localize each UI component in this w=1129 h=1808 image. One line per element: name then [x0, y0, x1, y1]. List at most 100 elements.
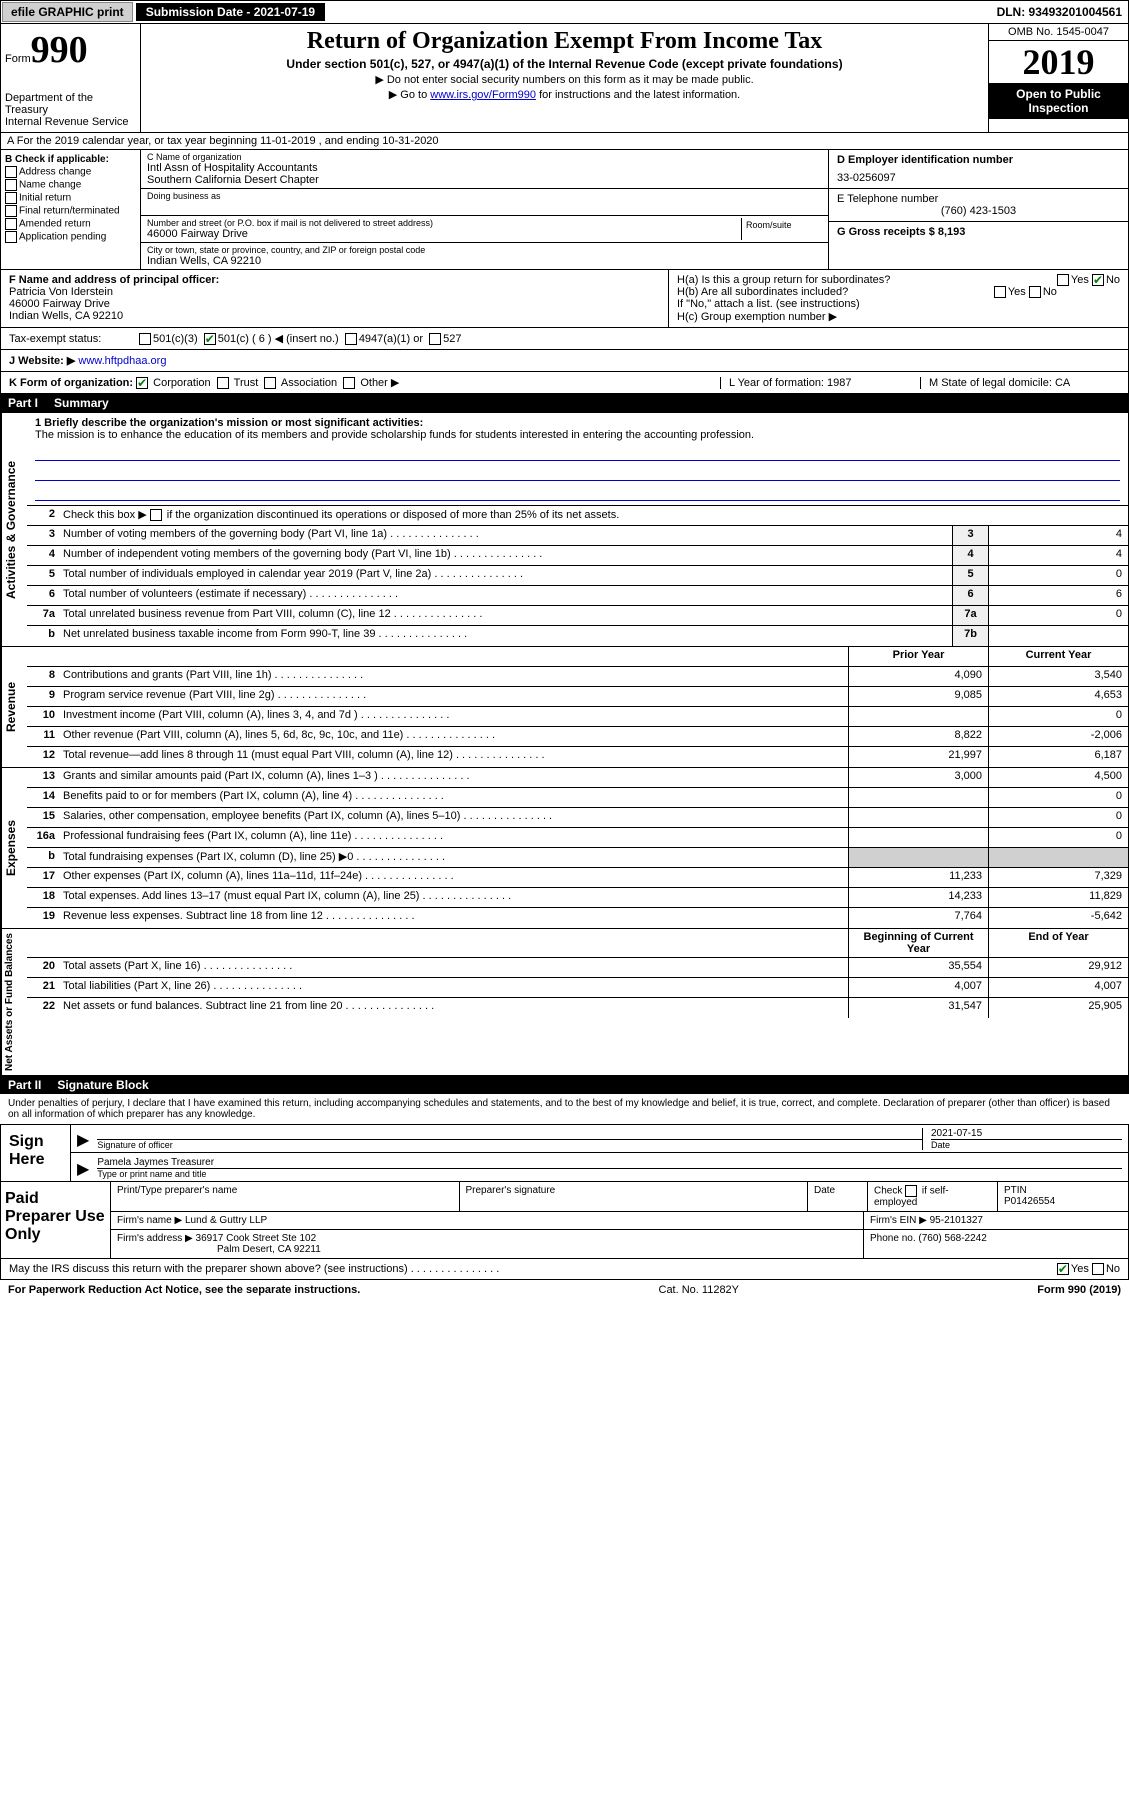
501c3-label: 501(c)(3)	[153, 333, 198, 345]
discuss-yes-label: Yes	[1071, 1263, 1089, 1275]
final-checkbox[interactable]	[5, 205, 17, 217]
perjury-declaration: Under penalties of perjury, I declare th…	[0, 1094, 1129, 1124]
form-title: Return of Organization Exempt From Incom…	[145, 28, 984, 55]
form-header: Form 990 Department of the Treasury Inte…	[0, 24, 1129, 133]
4947-checkbox[interactable]	[345, 333, 357, 345]
revenue-line: 12Total revenue—add lines 8 through 11 (…	[27, 747, 1128, 767]
note2-pre: Go to	[400, 89, 430, 101]
trust-checkbox[interactable]	[217, 377, 229, 389]
pra-notice: For Paperwork Reduction Act Notice, see …	[8, 1284, 360, 1296]
dept-label: Department of the Treasury Internal Reve…	[5, 92, 136, 128]
phone-value: (760) 568-2242	[918, 1233, 986, 1244]
corp-checkbox[interactable]	[136, 377, 148, 389]
form-number: 990	[31, 28, 88, 72]
top-bar: efile GRAPHIC print Submission Date - 20…	[0, 0, 1129, 24]
part1-title: Summary	[54, 396, 109, 410]
sign-date-label: Date	[931, 1139, 1122, 1150]
efile-button[interactable]: efile GRAPHIC print	[2, 2, 133, 22]
netasset-line: 21Total liabilities (Part X, line 26)4,0…	[27, 978, 1128, 998]
net-side-label: Net Assets or Fund Balances	[1, 929, 27, 1075]
hb-no-checkbox[interactable]	[1029, 286, 1041, 298]
expense-line: bTotal fundraising expenses (Part IX, co…	[27, 848, 1128, 868]
state-domicile: M State of legal domicile: CA	[920, 377, 1120, 389]
expense-line: 13Grants and similar amounts paid (Part …	[27, 768, 1128, 788]
officer-addr1: 46000 Fairway Drive	[9, 298, 660, 310]
preparer-label: Paid Preparer Use Only	[1, 1182, 111, 1258]
sign-arrow-icon: ▶	[77, 1130, 89, 1150]
summary-line: 3Number of voting members of the governi…	[27, 526, 1128, 546]
expense-line: 14Benefits paid to or for members (Part …	[27, 788, 1128, 808]
sig-officer-label: Signature of officer	[97, 1139, 922, 1150]
discuss-no-checkbox[interactable]	[1092, 1263, 1104, 1275]
assoc-checkbox[interactable]	[264, 377, 276, 389]
yes-label: Yes	[1071, 274, 1089, 286]
netassets-block: Net Assets or Fund Balances Beginning of…	[0, 929, 1129, 1076]
discuss-row: May the IRS discuss this return with the…	[0, 1259, 1129, 1280]
name-change-checkbox[interactable]	[5, 179, 17, 191]
sign-block: Sign Here ▶ Signature of officer 2021-07…	[0, 1124, 1129, 1182]
note2-post: for instructions and the latest informat…	[536, 89, 740, 101]
ha-no-checkbox[interactable]	[1092, 274, 1104, 286]
other-checkbox[interactable]	[343, 377, 355, 389]
note-ssn: Do not enter social security numbers on …	[145, 73, 984, 86]
submission-date: Submission Date - 2021-07-19	[136, 3, 325, 21]
expense-line: 18Total expenses. Add lines 13–17 (must …	[27, 888, 1128, 908]
hc-label: H(c) Group exemption number ▶	[677, 310, 1120, 323]
col-b: B Check if applicable: Address change Na…	[1, 150, 141, 269]
firm-ein: 95-2101327	[930, 1215, 983, 1226]
line2-a: Check this box ▶	[63, 509, 147, 521]
expense-line: 17Other expenses (Part IX, column (A), l…	[27, 868, 1128, 888]
firm-addr-label: Firm's address ▶	[117, 1233, 193, 1244]
signer-name: Pamela Jaymes Treasurer	[97, 1157, 1122, 1168]
prior-year-header: Prior Year	[848, 647, 988, 666]
note-link: ▶ Go to www.irs.gov/Form990 for instruct…	[145, 88, 984, 101]
expenses-block: Expenses 13Grants and similar amounts pa…	[0, 768, 1129, 929]
footer: For Paperwork Reduction Act Notice, see …	[0, 1280, 1129, 1300]
other-label: Other ▶	[360, 377, 399, 389]
klm-row: K Form of organization: Corporation Trus…	[0, 372, 1129, 394]
revenue-line: 11Other revenue (Part VIII, column (A), …	[27, 727, 1128, 747]
line2-b: if the organization discontinued its ope…	[167, 509, 620, 521]
527-label: 527	[443, 333, 461, 345]
col-c: C Name of organization Intl Assn of Hosp…	[141, 150, 828, 269]
discuss-yes-checkbox[interactable]	[1057, 1263, 1069, 1275]
summary-line: bNet unrelated business taxable income f…	[27, 626, 1128, 646]
hb-yes-checkbox[interactable]	[994, 286, 1006, 298]
hb-note: If "No," attach a list. (see instruction…	[677, 298, 1120, 310]
end-year-header: End of Year	[988, 929, 1128, 957]
amended-checkbox[interactable]	[5, 218, 17, 230]
section-a: A For the 2019 calendar year, or tax yea…	[0, 133, 1129, 150]
netasset-line: 20Total assets (Part X, line 16)35,55429…	[27, 958, 1128, 978]
self-employed-checkbox[interactable]	[905, 1185, 917, 1197]
form-label: Form	[5, 53, 31, 65]
501c3-checkbox[interactable]	[139, 333, 151, 345]
year-formation: L Year of formation: 1987	[720, 377, 920, 389]
part1-num: Part I	[8, 396, 38, 410]
addr-change-checkbox[interactable]	[5, 166, 17, 178]
addr-label: Number and street (or P.O. box if mail i…	[147, 218, 741, 228]
fh-row: F Name and address of principal officer:…	[0, 270, 1129, 328]
officer-addr2: Indian Wells, CA 92210	[9, 310, 660, 322]
mission-text: The mission is to enhance the education …	[35, 429, 1120, 441]
room-label: Room/suite	[742, 218, 822, 240]
firm-addr1: 36917 Cook Street Ste 102	[196, 1233, 317, 1244]
expense-line: 19Revenue less expenses. Subtract line 1…	[27, 908, 1128, 928]
yes-label2: Yes	[1008, 286, 1026, 298]
dba-label: Doing business as	[147, 191, 822, 201]
tax-exempt-label: Tax-exempt status:	[9, 333, 139, 345]
line1-label: 1 Briefly describe the organization's mi…	[35, 417, 423, 429]
initial-checkbox[interactable]	[5, 192, 17, 204]
form990-link[interactable]: www.irs.gov/Form990	[430, 89, 536, 101]
discontinued-checkbox[interactable]	[150, 509, 162, 521]
discuss-text: May the IRS discuss this return with the…	[9, 1263, 499, 1275]
officer-name: Patricia Von Iderstein	[9, 286, 660, 298]
4947-label: 4947(a)(1) or	[359, 333, 423, 345]
form-subtitle: Under section 501(c), 527, or 4947(a)(1)…	[145, 57, 984, 71]
ha-yes-checkbox[interactable]	[1057, 274, 1069, 286]
app-pending-checkbox[interactable]	[5, 231, 17, 243]
501c-checkbox[interactable]	[204, 333, 216, 345]
website-link[interactable]: www.hftpdhaa.org	[78, 355, 166, 367]
summary-line: 6Total number of volunteers (estimate if…	[27, 586, 1128, 606]
527-checkbox[interactable]	[429, 333, 441, 345]
tax-exempt-row: Tax-exempt status: 501(c)(3) 501(c) ( 6 …	[0, 328, 1129, 350]
